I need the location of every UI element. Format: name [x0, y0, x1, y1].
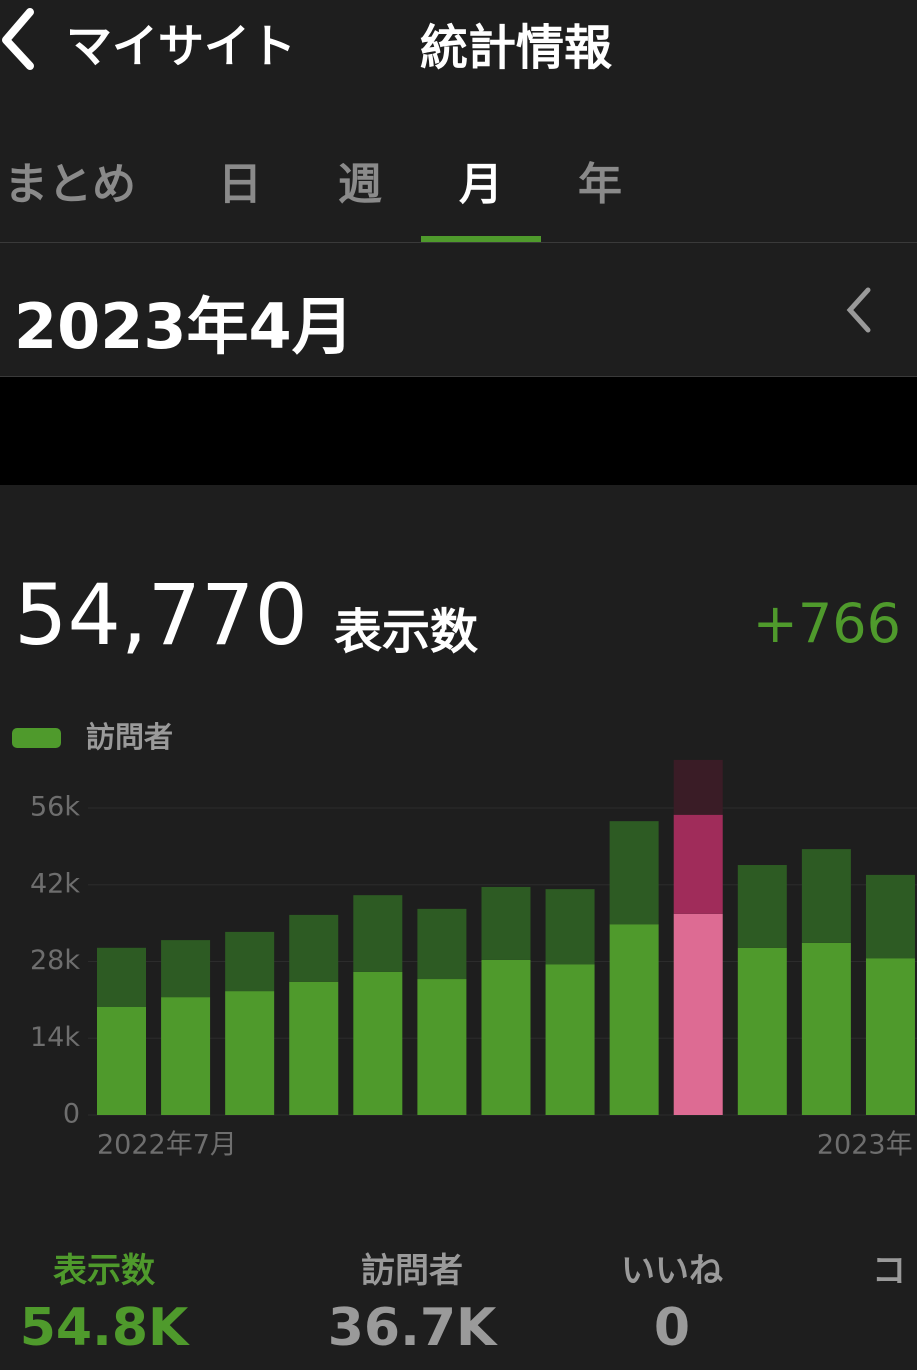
bar-segment	[417, 908, 467, 980]
bar-segment	[417, 979, 467, 1115]
bar-segment	[801, 942, 851, 1115]
bar-segment	[609, 924, 659, 1115]
bar-segment	[225, 931, 275, 992]
back-arrow[interactable]	[0, 8, 40, 72]
stat-label: いいね	[621, 1251, 723, 1291]
bar-segment	[97, 947, 146, 1008]
bar-segment	[353, 895, 403, 972]
bar-segment	[161, 997, 211, 1115]
stat-label: 訪問者	[361, 1251, 463, 1291]
bar-segment	[609, 821, 659, 925]
stat-value: 54.8K	[19, 1298, 189, 1358]
stat-label: コ	[872, 1251, 906, 1291]
x-tick-label: 2022年7月	[97, 1130, 237, 1161]
tab[interactable]: 年	[578, 159, 622, 210]
bar-segment	[97, 1007, 146, 1115]
prev-button[interactable]	[840, 286, 880, 336]
bar-segment	[673, 814, 723, 914]
bar-segment	[737, 947, 787, 1115]
stat-value: 36.7K	[327, 1298, 497, 1358]
bar-segment	[545, 964, 595, 1115]
legend-label: 訪問者	[86, 720, 173, 754]
bar-segment	[673, 759, 723, 815]
bar-segment	[481, 959, 531, 1115]
period: 2023年4月	[14, 290, 354, 363]
tab[interactable]: 週	[338, 159, 382, 210]
y-tick-label: 56k	[30, 792, 80, 823]
divider	[0, 376, 917, 377]
chart: 0 14k 28k 42k 56k 訪問者 2022年7月 2023年	[12, 720, 917, 1161]
stat-value: 0	[653, 1298, 691, 1358]
bar-segment	[161, 940, 211, 998]
tab[interactable]: 月	[459, 159, 503, 210]
bar-segment	[737, 865, 787, 948]
y-tick-label: 42k	[30, 868, 80, 899]
bar-segment	[225, 991, 275, 1115]
banner	[0, 377, 917, 485]
stat-label: 表示数	[53, 1251, 155, 1291]
bar-segment	[865, 958, 915, 1115]
y-tick-label: 14k	[30, 1022, 80, 1053]
bar-segment	[481, 886, 531, 960]
bar-segment	[289, 981, 339, 1115]
y-tick-label: 0	[63, 1099, 80, 1130]
bar-segment	[353, 971, 403, 1115]
page-title: 統計情報	[420, 20, 613, 76]
tab[interactable]: 日	[218, 159, 262, 210]
x-tick-label: 2023年	[817, 1130, 913, 1161]
summary-change: +766	[752, 592, 901, 655]
summary-unit: 表示数	[334, 604, 479, 660]
bar-segment	[865, 874, 915, 959]
bar-segment	[289, 914, 339, 982]
legend-swatch	[12, 728, 61, 748]
bar-segment	[545, 889, 595, 965]
back-label[interactable]: マイサイト	[66, 19, 296, 73]
y-tick-label: 28k	[30, 945, 80, 976]
divider	[0, 242, 917, 243]
tab[interactable]: まとめ	[4, 159, 136, 210]
bar-segment	[673, 913, 723, 1115]
tab-underline	[421, 236, 541, 242]
bar-segment	[801, 849, 851, 943]
summary-value: 54,770	[14, 566, 308, 664]
